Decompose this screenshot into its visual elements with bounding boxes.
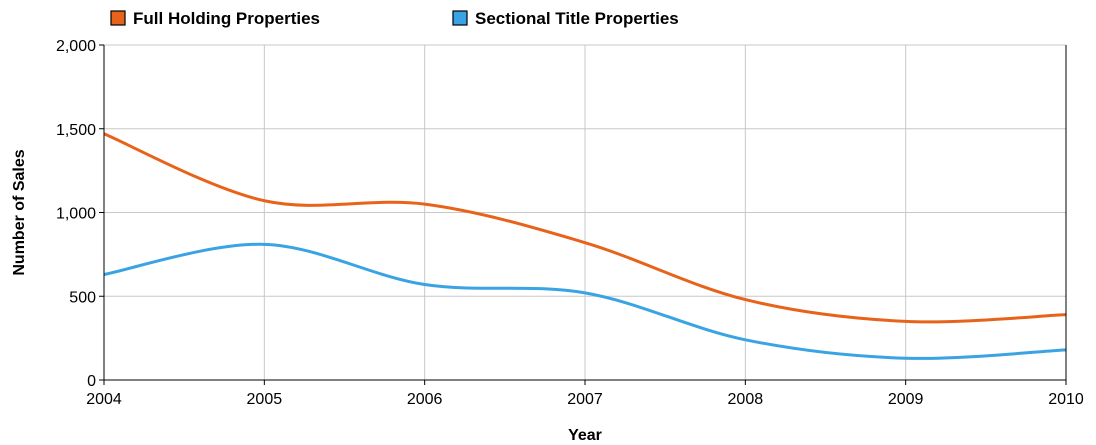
legend-item-sectional-title-properties: Sectional Title Properties xyxy=(452,9,679,28)
y-axis-title: Number of Sales xyxy=(11,149,28,275)
series-line-sectional-title-properties xyxy=(104,242,1066,360)
x-tick-label: 2005 xyxy=(247,391,283,408)
legend-item-full-holding-properties: Full Holding Properties xyxy=(110,9,320,28)
x-tick-label: 2009 xyxy=(888,391,924,408)
legend-swatch xyxy=(110,10,126,26)
y-tick-label: 2,000 xyxy=(56,38,96,55)
y-tick-label: 1,000 xyxy=(56,206,96,223)
x-axis-title: Year xyxy=(568,427,602,444)
series-line-full-holding-properties xyxy=(104,132,1066,324)
legend: Full Holding Properties Sectional Title P… xyxy=(110,9,679,28)
legend-swatch xyxy=(452,10,468,26)
x-tick-label: 2007 xyxy=(567,391,603,408)
x-tick-label: 2010 xyxy=(1048,391,1084,408)
grid xyxy=(104,44,1067,380)
legend-label: Sectional Title Properties xyxy=(475,9,679,28)
y-tick-label: 0 xyxy=(87,373,96,390)
tick-labels: 0 500 1,000 1,500 2,000 2004 2005 2006 2007 2008 2… xyxy=(56,38,1084,408)
series-lines xyxy=(104,132,1066,360)
y-tick-label: 500 xyxy=(69,289,96,306)
x-tick-label: 2008 xyxy=(728,391,764,408)
y-tick-label: 1,500 xyxy=(56,122,96,139)
x-tick-label: 2004 xyxy=(86,391,122,408)
legend-label: Full Holding Properties xyxy=(133,9,320,28)
x-tick-label: 2006 xyxy=(407,391,443,408)
